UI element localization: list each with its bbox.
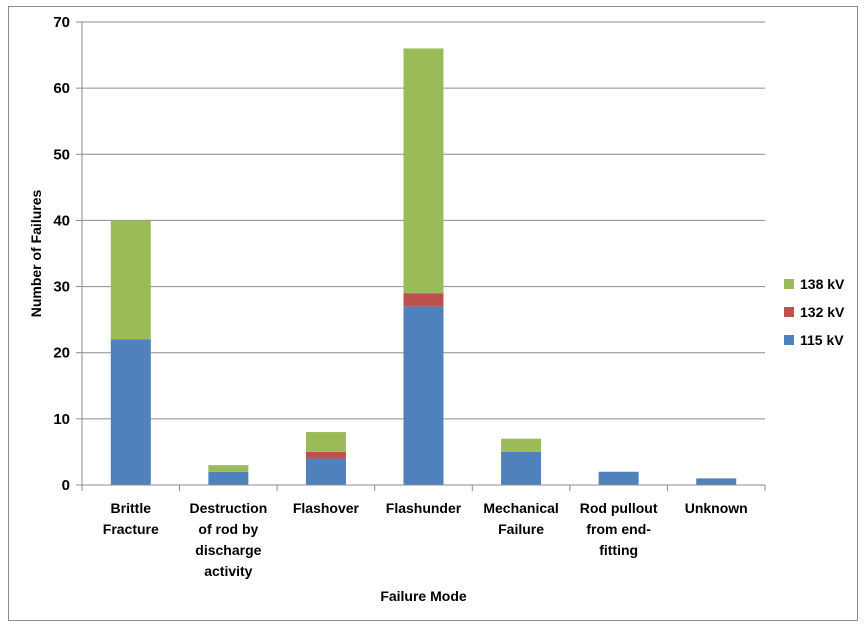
- x-category-label: Brittle Fracture: [103, 500, 159, 537]
- x-category-label: Rod pullout from end-fitting: [580, 500, 658, 558]
- y-tick-label: 40: [53, 212, 70, 229]
- y-tick-label: 10: [53, 411, 70, 428]
- y-tick-label: 70: [53, 14, 70, 31]
- bar-segment: [403, 293, 444, 307]
- legend-swatch: [784, 279, 794, 289]
- y-tick-label: 60: [53, 80, 70, 97]
- bar-segment: [305, 451, 346, 459]
- x-category-label: Destruction of rod by discharge activity: [189, 500, 267, 579]
- bar-segment: [696, 478, 737, 485]
- bar-segment: [403, 306, 444, 485]
- x-category-label: Mechanical Failure: [483, 500, 558, 537]
- bar-segment: [403, 48, 444, 294]
- x-category-label: Unknown: [685, 500, 748, 516]
- bars: [110, 48, 737, 485]
- x-category-label: Flashover: [293, 500, 360, 516]
- bar-segment: [305, 458, 346, 485]
- legend-label: 132 kV: [800, 304, 845, 320]
- bar-segment: [110, 339, 151, 485]
- legend-swatch: [784, 335, 794, 345]
- bar-segment: [208, 471, 249, 485]
- x-category-labels: Brittle Fracture Destruction of rod by disch…: [103, 500, 748, 579]
- legend: 138 kV 132 kV 115 kV: [784, 276, 845, 348]
- x-axis-title: Failure Mode: [380, 588, 467, 604]
- bar-segment: [598, 471, 639, 485]
- bar-segment: [305, 432, 346, 452]
- legend-swatch: [784, 307, 794, 317]
- y-tick-label: 30: [53, 279, 70, 296]
- legend-label: 138 kV: [800, 276, 845, 292]
- bar-segment: [110, 220, 151, 340]
- y-tick-labels: 0 10 20 30 40 50 60 70: [53, 14, 70, 494]
- axes: [76, 21, 766, 491]
- legend-label: 115 kV: [800, 332, 844, 348]
- y-tick-label: 50: [53, 146, 70, 163]
- bar-segment: [208, 465, 249, 472]
- bar-segment: [501, 438, 542, 452]
- y-tick-label: 20: [53, 345, 70, 362]
- y-tick-label: 0: [62, 477, 70, 494]
- bar-segment: [501, 451, 542, 485]
- y-axis-title: Number of Failures: [28, 190, 44, 318]
- x-category-label: Flashunder: [386, 500, 462, 516]
